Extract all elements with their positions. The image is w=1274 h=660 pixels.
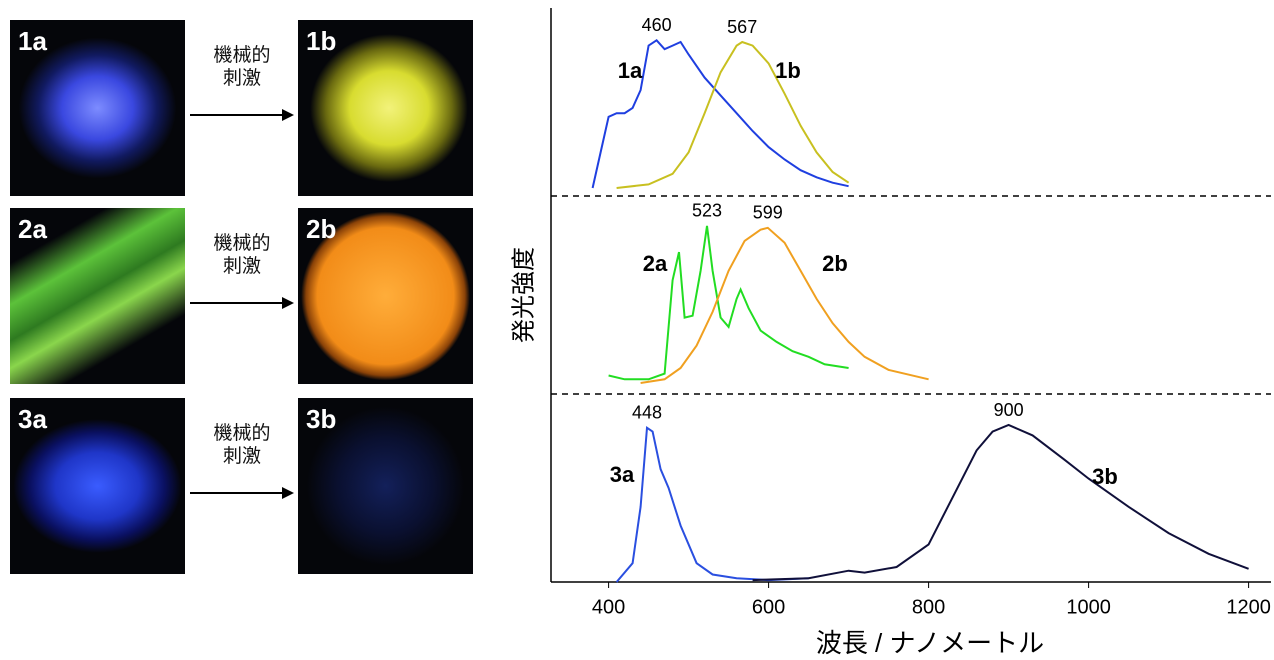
spectrum-line xyxy=(617,42,849,188)
spectrum-line xyxy=(609,226,849,379)
series-label: 1a xyxy=(618,58,643,83)
page: 1a1b機械的刺激2a2b機械的刺激3a3b機械的刺激 4601a5671b発光… xyxy=(0,0,1274,660)
x-tick-label: 400 xyxy=(592,596,625,618)
series-label: 1b xyxy=(775,58,801,83)
x-tick-label: 600 xyxy=(752,596,785,618)
series-label: 3b xyxy=(1092,464,1118,489)
peak-label: 599 xyxy=(753,203,783,223)
chart: 460 1a 567 1b 発光強度 523 2a 599 2b 400 600 800 1000 120… xyxy=(0,0,1274,660)
peak-label: 460 xyxy=(642,15,672,35)
y-axis-label: 発光強度 xyxy=(510,247,537,343)
x-axis-label: 波長 / ナノメートル xyxy=(816,628,1044,658)
peak-label: 900 xyxy=(994,400,1024,420)
peak-label: 567 xyxy=(727,17,757,37)
x-tick-label: 1000 xyxy=(1066,596,1111,618)
peak-label: 523 xyxy=(692,201,722,221)
spectrum-line xyxy=(617,428,809,582)
series-label: 2b xyxy=(822,251,848,276)
spectrum-line xyxy=(753,425,1249,580)
x-tick-label: 800 xyxy=(912,596,945,618)
series-label: 3a xyxy=(610,462,635,487)
series-label: 2a xyxy=(643,251,668,276)
x-tick-label: 1200 xyxy=(1226,596,1271,618)
peak-label: 448 xyxy=(632,403,662,423)
